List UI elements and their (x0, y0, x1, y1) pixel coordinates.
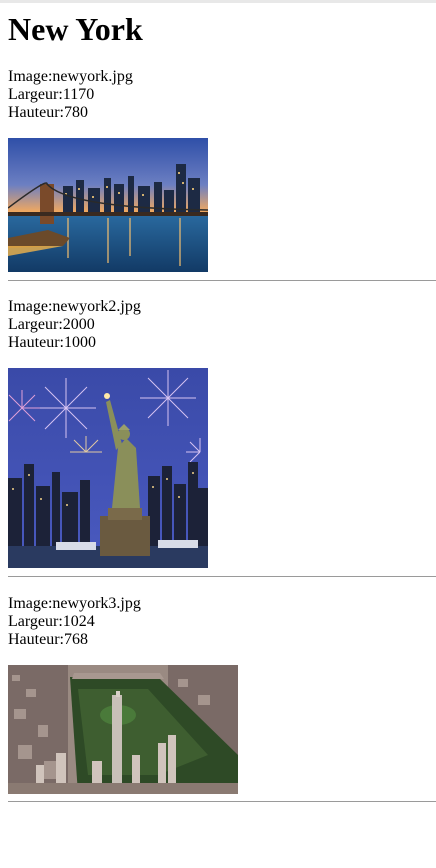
brooklyn-bridge-skyline-photo (8, 138, 208, 272)
image-width: Largeur:1024 (8, 613, 95, 630)
image-width: Largeur:1170 (8, 86, 95, 103)
image-metadata: Image:newyork.jpg Largeur:1170 Hauteur:7… (8, 68, 208, 122)
image-entry: Image:newyork3.jpg Largeur:1024 Hauteur:… (8, 595, 238, 794)
image-entry: Image:newyork.jpg Largeur:1170 Hauteur:7… (8, 68, 208, 272)
image-height: Hauteur:768 (8, 631, 88, 648)
image-metadata: Image:newyork3.jpg Largeur:1024 Hauteur:… (8, 595, 238, 649)
top-border (0, 0, 436, 3)
image-filename: Image:newyork3.jpg (8, 595, 141, 612)
separator (8, 576, 436, 577)
image-filename: Image:newyork2.jpg (8, 298, 141, 315)
separator (8, 280, 436, 281)
central-park-aerial-photo (8, 665, 238, 794)
image-metadata: Image:newyork2.jpg Largeur:2000 Hauteur:… (8, 298, 208, 352)
image-entry: Image:newyork2.jpg Largeur:2000 Hauteur:… (8, 298, 208, 568)
image-height: Hauteur:1000 (8, 334, 96, 351)
page-title: New York (8, 11, 143, 47)
image-height: Hauteur:780 (8, 104, 88, 121)
separator (8, 801, 436, 802)
image-width: Largeur:2000 (8, 316, 95, 333)
image-filename: Image:newyork.jpg (8, 68, 133, 85)
statue-of-liberty-fireworks-photo (8, 368, 208, 568)
